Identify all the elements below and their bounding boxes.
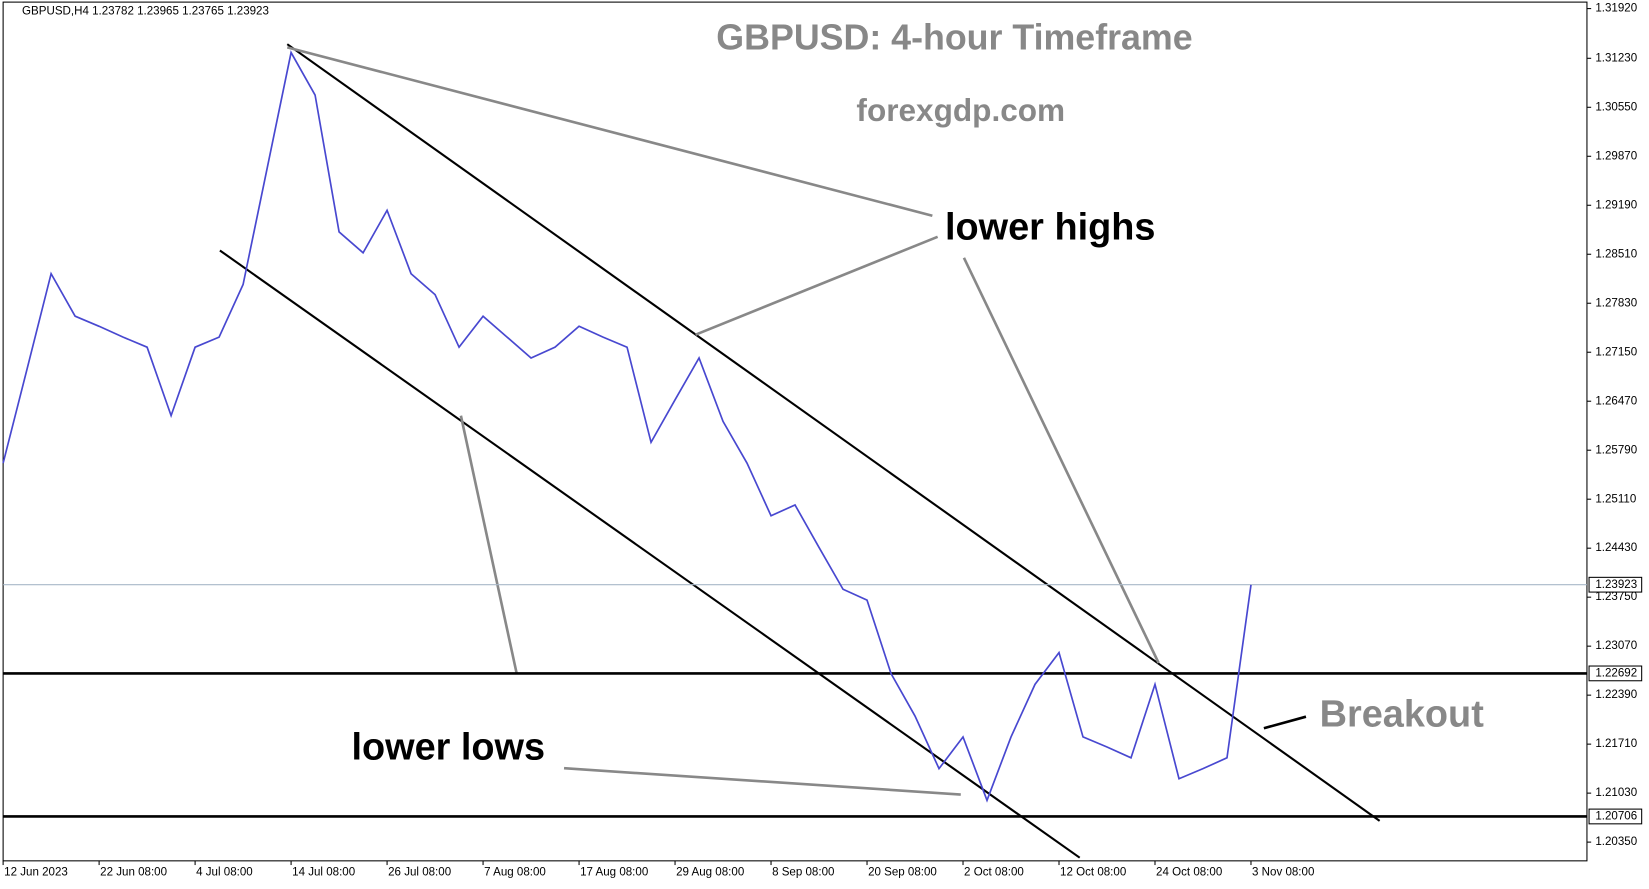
- x-tick-label: 20 Sep 08:00: [868, 866, 937, 878]
- chart-title: GBPUSD: 4-hour Timeframe: [716, 17, 1192, 57]
- pointer: [563, 766, 961, 796]
- y-tick-label: 1.27830: [1595, 297, 1637, 309]
- y-tick-label: 1.23070: [1595, 640, 1637, 652]
- x-tick-label: 8 Sep 08:00: [772, 866, 834, 878]
- y-tick-label: 1.21710: [1595, 738, 1637, 750]
- annotation: lower highs: [945, 206, 1155, 248]
- annotation: lower lows: [351, 726, 545, 768]
- x-tick-label: 17 Aug 08:00: [580, 866, 648, 878]
- level-box: [1588, 665, 1643, 682]
- price-line: [2, 50, 1252, 803]
- level-box: [1588, 808, 1643, 825]
- y-tick-label: 1.25110: [1595, 493, 1636, 505]
- level-label: 1.23923: [1595, 579, 1637, 591]
- x-tick-label: 12 Jun 2023: [4, 866, 68, 878]
- y-tick-label: 1.20350: [1595, 836, 1637, 848]
- x-tick-label: 29 Aug 08:00: [676, 866, 744, 878]
- header: GBPUSD,H4 1.23782 1.23965 1.23765 1.2392…: [22, 6, 269, 18]
- chart-subtitle: forexgdp.com: [856, 92, 1065, 128]
- x-tick-label: 12 Oct 08:00: [1060, 866, 1126, 878]
- y-tick-label: 1.30550: [1595, 101, 1637, 113]
- y-tick-label: 1.22390: [1595, 689, 1637, 701]
- x-tick-label: 22 Jun 08:00: [100, 866, 167, 878]
- pointer: [459, 415, 518, 674]
- plot-frame: [2, 1, 1588, 862]
- channel-lower: [219, 249, 1081, 859]
- x-tick-label: 3 Nov 08:00: [1252, 866, 1314, 878]
- y-tick-label: 1.26470: [1595, 395, 1637, 407]
- level-label: 1.20706: [1595, 811, 1637, 823]
- channel-upper: [286, 43, 1381, 822]
- annotation: Breakout: [1320, 694, 1485, 736]
- y-tick-label: 1.29190: [1595, 199, 1637, 211]
- pointer: [695, 235, 939, 336]
- x-tick-label: 26 Jul 08:00: [388, 866, 451, 878]
- y-tick-label: 1.29870: [1595, 150, 1637, 162]
- y-tick-label: 1.24430: [1595, 542, 1637, 554]
- y-tick-label: 1.31230: [1595, 52, 1637, 64]
- pointer: [962, 257, 1160, 664]
- x-tick-label: 14 Jul 08:00: [292, 866, 355, 878]
- y-tick-label: 1.28510: [1595, 248, 1637, 260]
- x-tick-label: 2 Oct 08:00: [964, 866, 1024, 878]
- y-tick-label: 1.27150: [1595, 346, 1637, 358]
- level-box: [1588, 576, 1643, 593]
- y-tick-label: 1.25790: [1595, 444, 1637, 456]
- x-tick-label: 4 Jul 08:00: [196, 866, 253, 878]
- pointer: [1263, 715, 1307, 730]
- x-tick-label: 7 Aug 08:00: [484, 866, 546, 878]
- x-tick-label: 24 Oct 08:00: [1156, 866, 1222, 878]
- y-tick-label: 1.23750: [1595, 591, 1637, 603]
- level-label: 1.22692: [1595, 667, 1637, 679]
- y-tick-label: 1.21030: [1595, 787, 1637, 799]
- pointer: [286, 46, 933, 218]
- pointers: [286, 46, 1307, 796]
- y-tick-label: 1.31920: [1595, 3, 1637, 15]
